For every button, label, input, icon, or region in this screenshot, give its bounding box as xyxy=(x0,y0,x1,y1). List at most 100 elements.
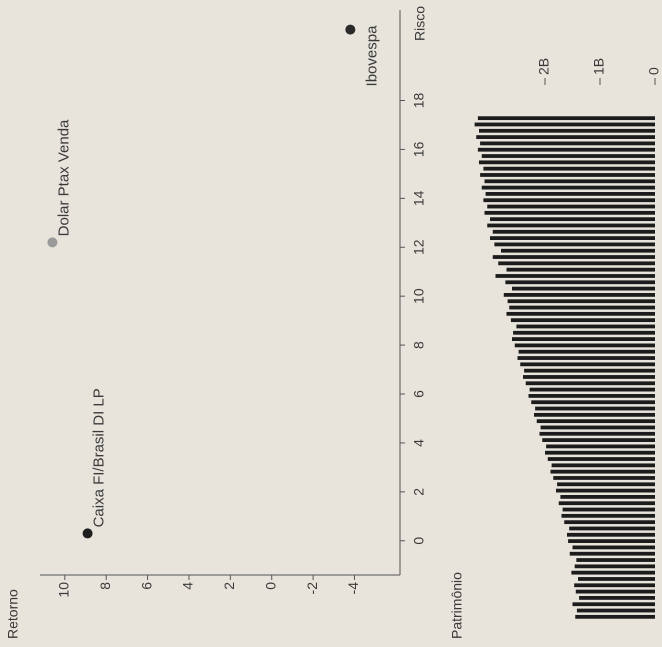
bar xyxy=(535,406,655,411)
bar xyxy=(579,596,655,600)
bar xyxy=(495,274,655,278)
bar xyxy=(529,387,655,392)
bar xyxy=(517,356,655,360)
y-tick-label: 4 xyxy=(180,582,196,590)
point xyxy=(345,24,356,35)
bar xyxy=(576,558,655,562)
bar xyxy=(553,476,655,480)
bar xyxy=(487,204,655,209)
bar xyxy=(512,337,655,341)
bar xyxy=(498,261,655,266)
point xyxy=(47,237,58,248)
point-label: Caixa FI/Brasil DI LP xyxy=(91,388,108,527)
bar xyxy=(547,457,655,461)
y-tick-label: 1B xyxy=(591,58,607,75)
bar xyxy=(518,349,655,354)
bar xyxy=(505,280,655,285)
bar xyxy=(477,116,655,121)
bar xyxy=(569,551,655,556)
bar xyxy=(492,255,655,259)
bar xyxy=(542,438,655,442)
bar xyxy=(534,412,655,417)
x-tick-label: 0 xyxy=(411,537,427,545)
bar xyxy=(512,286,655,291)
chart-title: Patrimônio xyxy=(449,572,465,639)
bar xyxy=(560,495,656,499)
bar xyxy=(562,507,655,512)
bar xyxy=(513,330,655,335)
bar xyxy=(546,444,655,449)
point xyxy=(82,528,93,539)
bar xyxy=(490,217,655,222)
point-label: Ibovespa xyxy=(363,25,380,87)
bar xyxy=(506,311,655,316)
bar xyxy=(575,614,655,619)
bar xyxy=(572,602,655,607)
bar xyxy=(531,400,655,405)
point-label: Dolar Ptax Venda xyxy=(55,119,72,236)
bar xyxy=(556,488,655,493)
y-tick-label: 8 xyxy=(97,582,113,590)
bar xyxy=(483,166,655,171)
bar xyxy=(490,236,655,240)
bar xyxy=(509,305,655,310)
bar xyxy=(476,135,655,139)
bar xyxy=(520,362,655,367)
y-axis-label: Retorno xyxy=(5,589,21,639)
bar xyxy=(557,482,655,487)
x-tick-label: 10 xyxy=(411,288,427,304)
bar xyxy=(481,185,655,190)
bar xyxy=(481,154,655,158)
bar xyxy=(483,198,655,203)
bar xyxy=(484,210,655,215)
x-tick-label: 8 xyxy=(411,341,427,349)
bar xyxy=(514,343,655,348)
x-tick-label: 14 xyxy=(411,190,427,206)
bar xyxy=(524,368,655,373)
x-tick-label: 12 xyxy=(411,239,427,255)
bar xyxy=(550,469,655,474)
bar xyxy=(564,520,655,525)
bar xyxy=(576,608,656,613)
bar xyxy=(539,431,655,436)
bar xyxy=(503,293,655,297)
bar xyxy=(561,513,655,518)
bar xyxy=(551,463,655,468)
bar xyxy=(578,577,655,581)
bar xyxy=(485,192,655,196)
bar xyxy=(575,589,655,594)
bar xyxy=(480,173,655,177)
bar xyxy=(572,545,655,550)
y-tick-label: 2B xyxy=(536,58,552,75)
x-axis-label: Risco xyxy=(412,6,428,41)
bar xyxy=(574,583,656,588)
bar xyxy=(545,450,655,455)
bar xyxy=(479,128,655,133)
bar xyxy=(484,179,655,184)
y-tick-label: 0 xyxy=(262,582,278,590)
bar xyxy=(487,223,655,228)
bar xyxy=(568,539,655,543)
bar xyxy=(525,381,655,386)
bar xyxy=(501,248,655,253)
x-tick-label: 4 xyxy=(411,439,427,447)
bar xyxy=(571,570,656,575)
bar xyxy=(510,318,655,323)
bar xyxy=(528,394,655,398)
bar xyxy=(567,532,655,537)
y-tick-label: 6 xyxy=(138,582,154,590)
x-tick-label: 16 xyxy=(411,141,427,157)
y-tick-label: 10 xyxy=(56,582,72,598)
bar xyxy=(574,564,656,569)
y-tick-label: -2 xyxy=(304,582,320,595)
y-tick-label: 2 xyxy=(221,582,237,590)
bar xyxy=(474,122,655,127)
bar xyxy=(516,324,656,329)
bar xyxy=(477,147,655,152)
bar xyxy=(494,242,655,247)
x-tick-label: 2 xyxy=(411,488,427,496)
bar xyxy=(569,526,656,531)
bar xyxy=(507,299,655,304)
